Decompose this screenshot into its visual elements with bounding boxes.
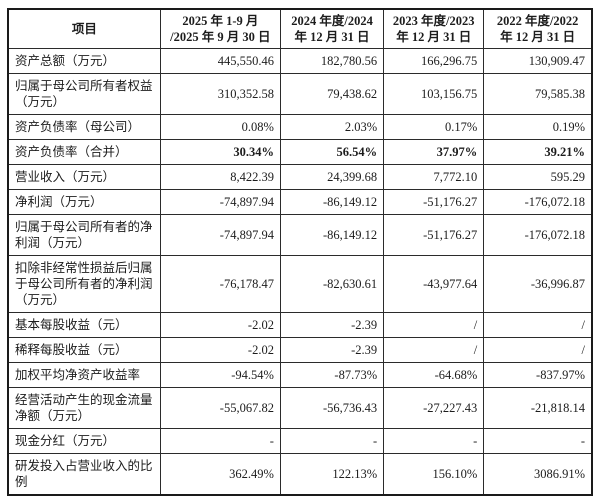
row-label: 经营活动产生的现金流量净额（万元） xyxy=(7,387,161,429)
value-cell: 8,422.39 xyxy=(159,164,281,190)
value-cell: 103,156.75 xyxy=(383,73,485,115)
value-cell: -837.97% xyxy=(483,362,593,388)
header-cell-period-2024: 2024 年度/2024 年 12 月 31 日 xyxy=(279,8,385,49)
table-row: 研发投入占营业收入的比例 362.49% 122.13% 156.10% 3086.91… xyxy=(7,453,593,496)
value-cell: -21,818.14 xyxy=(483,387,593,429)
value-cell: 0.17% xyxy=(383,114,485,140)
table-row: 归属于母公司所有者的净利润（万元） -74,897.94 -86,149.12 -51… xyxy=(7,214,593,256)
table-row: 净利润（万元） -74,897.94 -86,149.12 -51,176.27 -17… xyxy=(7,189,593,215)
header-cell-period-2025: 2025 年 1-9 月 /2025 年 9 月 30 日 xyxy=(159,8,281,49)
row-label: 现金分红（万元） xyxy=(7,428,161,454)
value-cell: -2.02 xyxy=(159,337,281,363)
table-row: 加权平均净资产收益率 -94.54% -87.73% -64.68% -837.97% xyxy=(7,362,593,388)
value-cell: 39.21% xyxy=(483,139,593,165)
value-cell: - xyxy=(383,428,485,454)
value-cell: - xyxy=(279,428,385,454)
value-cell: -82,630.61 xyxy=(279,255,385,313)
value-cell: 130,909.47 xyxy=(483,48,593,74)
row-label: 基本每股收益（元） xyxy=(7,312,161,338)
row-label: 研发投入占营业收入的比例 xyxy=(7,453,161,496)
table-row: 资产负债率（母公司） 0.08% 2.03% 0.17% 0.19% xyxy=(7,114,593,140)
value-cell: -74,897.94 xyxy=(159,214,281,256)
financial-summary-table: 项目 2025 年 1-9 月 /2025 年 9 月 30 日 2024 年度… xyxy=(7,8,593,496)
value-cell: -74,897.94 xyxy=(159,189,281,215)
value-cell: 166,296.75 xyxy=(383,48,485,74)
value-cell: -86,149.12 xyxy=(279,189,385,215)
value-cell: 37.97% xyxy=(383,139,485,165)
table-row: 经营活动产生的现金流量净额（万元） -55,067.82 -56,736.43 -27… xyxy=(7,387,593,429)
value-cell: 30.34% xyxy=(159,139,281,165)
value-cell: -2.39 xyxy=(279,312,385,338)
table-header: 项目 2025 年 1-9 月 /2025 年 9 月 30 日 2024 年度… xyxy=(7,8,593,49)
value-cell: -176,072.18 xyxy=(483,214,593,256)
table-row: 基本每股收益（元） -2.02 -2.39// xyxy=(7,312,593,338)
value-cell: -43,977.64 xyxy=(383,255,485,313)
value-cell: 0.19% xyxy=(483,114,593,140)
table-row: 资产负债率（合并） 30.34% 56.54% 37.97% 39.21% xyxy=(7,139,593,165)
value-cell: 79,438.62 xyxy=(279,73,385,115)
value-cell: 595.29 xyxy=(483,164,593,190)
value-cell: -76,178.47 xyxy=(159,255,281,313)
table-row: 归属于母公司所有者权益（万元） 310,352.58 79,438.62 103,15… xyxy=(7,73,593,115)
value-cell: / xyxy=(483,312,593,338)
row-label: 净利润（万元） xyxy=(7,189,161,215)
value-cell: / xyxy=(483,337,593,363)
value-cell: 56.54% xyxy=(279,139,385,165)
value-cell: -2.02 xyxy=(159,312,281,338)
value-cell: 0.08% xyxy=(159,114,281,140)
value-cell: 310,352.58 xyxy=(159,73,281,115)
value-cell: -56,736.43 xyxy=(279,387,385,429)
value-cell: 156.10% xyxy=(383,453,485,496)
table-row: 扣除非经常性损益后归属于母公司所有者的净利润（万元） -76,178.47 -82,… xyxy=(7,255,593,313)
table-row: 稀释每股收益（元） -2.02 -2.39// xyxy=(7,337,593,363)
table-row: 营业收入（万元） 8,422.39 24,399.68 7,772.10 595.29 xyxy=(7,164,593,190)
value-cell: -55,067.82 xyxy=(159,387,281,429)
value-cell: 24,399.68 xyxy=(279,164,385,190)
value-cell: 445,550.46 xyxy=(159,48,281,74)
value-cell: 7,772.10 xyxy=(383,164,485,190)
value-cell: -51,176.27 xyxy=(383,214,485,256)
header-row: 项目 2025 年 1-9 月 /2025 年 9 月 30 日 2024 年度… xyxy=(7,8,593,49)
value-cell: 3086.91% xyxy=(483,453,593,496)
value-cell: -51,176.27 xyxy=(383,189,485,215)
value-cell: -176,072.18 xyxy=(483,189,593,215)
value-cell: / xyxy=(383,337,485,363)
value-cell: 2.03% xyxy=(279,114,385,140)
header-cell-item: 项目 xyxy=(7,8,161,49)
value-cell: - xyxy=(483,428,593,454)
header-cell-period-2022: 2022 年度/2022 年 12 月 31 日 xyxy=(483,8,593,49)
value-cell: -94.54% xyxy=(159,362,281,388)
row-label: 归属于母公司所有者的净利润（万元） xyxy=(7,214,161,256)
value-cell: -64.68% xyxy=(383,362,485,388)
row-label: 稀释每股收益（元） xyxy=(7,337,161,363)
row-label: 资产负债率（母公司） xyxy=(7,114,161,140)
value-cell: -86,149.12 xyxy=(279,214,385,256)
value-cell: -2.39 xyxy=(279,337,385,363)
value-cell: - xyxy=(159,428,281,454)
value-cell: -27,227.43 xyxy=(383,387,485,429)
value-cell: 79,585.38 xyxy=(483,73,593,115)
value-cell: -87.73% xyxy=(279,362,385,388)
value-cell: / xyxy=(383,312,485,338)
row-label: 资产负债率（合并） xyxy=(7,139,161,165)
value-cell: -36,996.87 xyxy=(483,255,593,313)
value-cell: 182,780.56 xyxy=(279,48,385,74)
table-row: 资产总额（万元） 445,550.46 182,780.56 166,296.75 13… xyxy=(7,48,593,74)
value-cell: 362.49% xyxy=(159,453,281,496)
row-label: 加权平均净资产收益率 xyxy=(7,362,161,388)
table-body: 资产总额（万元） 445,550.46 182,780.56 166,296.75 13… xyxy=(7,48,593,496)
row-label: 归属于母公司所有者权益（万元） xyxy=(7,73,161,115)
table-row: 现金分红（万元） - - - - xyxy=(7,428,593,454)
row-label: 营业收入（万元） xyxy=(7,164,161,190)
row-label: 扣除非经常性损益后归属于母公司所有者的净利润（万元） xyxy=(7,255,161,313)
row-label: 资产总额（万元） xyxy=(7,48,161,74)
value-cell: 122.13% xyxy=(279,453,385,496)
header-cell-period-2023: 2023 年度/2023 年 12 月 31 日 xyxy=(383,8,485,49)
